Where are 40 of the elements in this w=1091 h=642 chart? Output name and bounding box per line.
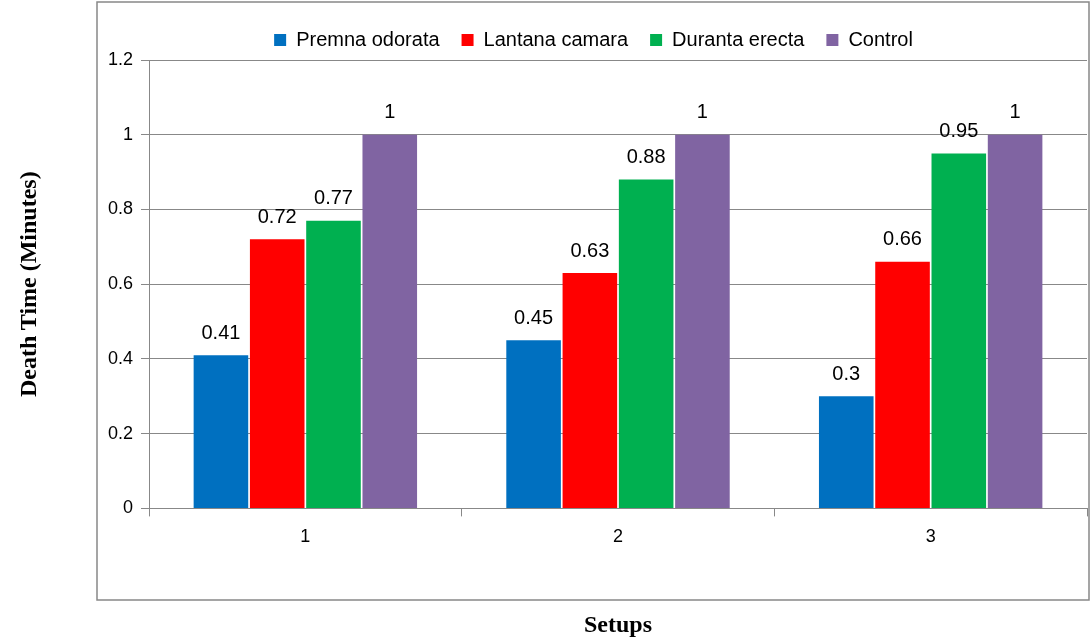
data-label: 0.72: [257, 204, 297, 227]
data-label: 0.41: [201, 320, 241, 343]
bar: [987, 134, 1043, 508]
legend-label: Premna odorata: [296, 27, 441, 50]
x-tick-label: 1: [300, 526, 311, 547]
y-tick-label: 0: [123, 497, 134, 518]
y-tick-label: 1.2: [107, 48, 134, 69]
bar: [875, 261, 930, 508]
data-label: 0.3: [832, 361, 861, 384]
y-tick-label: 0.2: [107, 422, 134, 443]
bar: [818, 396, 874, 508]
y-tick-label: 1: [123, 123, 134, 144]
bar: [249, 239, 305, 508]
x-tick-label: 3: [925, 526, 936, 547]
data-label: 0.88: [626, 145, 666, 168]
x-axis-title: Setups: [584, 611, 653, 638]
bar: [931, 153, 987, 508]
y-axis-title: Death Time (Minutes): [15, 171, 42, 398]
data-label: 0.45: [514, 305, 554, 328]
bar: [675, 134, 730, 508]
data-label: 1: [1009, 100, 1021, 123]
data-label: 0.95: [939, 118, 979, 141]
bar: [562, 272, 618, 508]
legend-label: Duranta erecta: [672, 27, 806, 50]
bar: [506, 340, 561, 508]
data-label: 0.77: [314, 186, 353, 209]
bar: [618, 179, 674, 508]
legend-label: Control: [848, 27, 913, 50]
bar: [306, 220, 361, 508]
data-label: 1: [696, 100, 708, 123]
y-tick-label: 0.4: [107, 347, 134, 368]
legend-label: Lantana camara: [483, 27, 629, 50]
y-tick-label: 0.8: [107, 198, 134, 219]
y-tick-label: 0.6: [107, 273, 134, 294]
bar: [193, 355, 249, 508]
data-label: 1: [384, 100, 396, 123]
x-tick-label: 2: [613, 526, 624, 547]
data-label: 0.66: [883, 227, 922, 250]
bar: [362, 134, 418, 508]
data-label: 0.63: [570, 238, 610, 261]
